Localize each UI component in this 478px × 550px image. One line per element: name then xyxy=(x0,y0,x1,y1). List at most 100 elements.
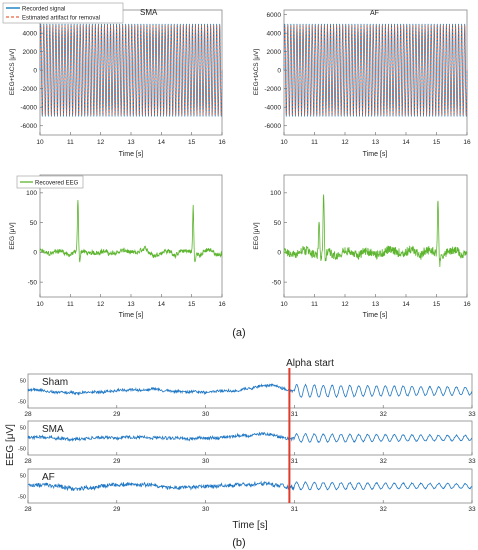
plot-frame xyxy=(283,174,468,298)
x-tick-label: 16 xyxy=(463,301,471,308)
x-tick-label: 16 xyxy=(218,139,226,146)
x-tick-label: 15 xyxy=(433,301,441,308)
y-tick-label: 50 xyxy=(20,473,26,479)
legend-box: Recorded signal Estimated artifact for r… xyxy=(2,2,124,24)
y-tick-label: 50 xyxy=(30,220,38,227)
y-tick-label: -2000 xyxy=(20,86,37,93)
x-tick-label: 29 xyxy=(113,411,121,418)
x-tick-label: 33 xyxy=(468,506,476,513)
series-recovered-eeg xyxy=(39,200,223,263)
y-tick-label: 0 xyxy=(33,250,37,257)
x-tick-label: 14 xyxy=(402,139,410,146)
x-tick-label: 13 xyxy=(127,301,135,308)
y-tick-label: -6000 xyxy=(264,123,281,130)
x-tick-label: 13 xyxy=(372,139,380,146)
x-tick-label: 15 xyxy=(188,139,196,146)
x-tick-label: 14 xyxy=(158,301,166,308)
x-tick-label: 12 xyxy=(97,139,105,146)
x-tick-label: 13 xyxy=(372,301,380,308)
y-tick-label: -50 xyxy=(272,279,282,286)
x-tick-label: 29 xyxy=(113,458,121,465)
y-tick-label: 50 xyxy=(274,220,282,227)
y-tick-label: 4000 xyxy=(267,30,282,37)
y-tick-label: 0 xyxy=(33,67,37,74)
plot-af-recovered: EEG [μV] Time [s] 10 11 12 13 14 15 16 -50 0 50 10… xyxy=(253,174,471,319)
x-tick-label: 32 xyxy=(380,458,388,465)
x-tick-label: 10 xyxy=(280,301,288,308)
plot-sma-recovered: EEG [μV] Time [s] 10 11 12 13 14 15 16 -50 0 50 10… xyxy=(9,174,226,319)
x-tick-label: 10 xyxy=(280,139,288,146)
x-tick-label: 13 xyxy=(127,139,135,146)
x-axis-label: Time [s] xyxy=(232,520,267,531)
y-axis-label: EEG [μV] xyxy=(9,222,16,249)
x-tick-label: 10 xyxy=(36,139,44,146)
y-tick-label: -4000 xyxy=(20,104,37,111)
x-axis-label: Time [s] xyxy=(363,151,388,158)
series-estimated-artifact xyxy=(283,24,468,116)
y-tick-label: 4000 xyxy=(23,30,38,37)
plot-af-tacs: AF EEG+tACS [μV] Time [s] 10 11 12 13 14 15 16… xyxy=(253,9,471,158)
legend-label-recovered: Recovered EEG xyxy=(35,181,79,187)
trace-frame xyxy=(27,420,473,456)
y-axis-label: EEG+tACS [μV] xyxy=(253,49,260,95)
y-tick-label: 0 xyxy=(277,67,281,74)
y-tick-label: 0 xyxy=(277,250,281,257)
x-tick-label: 10 xyxy=(36,301,44,308)
x-tick-label: 32 xyxy=(380,411,388,418)
x-tick-label: 11 xyxy=(67,139,74,146)
trace-label-af: AF xyxy=(42,472,55,483)
y-tick-label: -4000 xyxy=(264,104,281,111)
x-tick-label: 12 xyxy=(97,301,105,308)
series-sham xyxy=(27,383,473,399)
y-axis-label: EEG+tACS [μV] xyxy=(9,49,16,95)
y-tick-label: 6000 xyxy=(267,12,282,19)
y-tick-label: -6000 xyxy=(20,123,37,130)
x-tick-label: 31 xyxy=(291,458,299,465)
plot-title-af: AF xyxy=(370,10,379,17)
y-axis-label: EEG [μV] xyxy=(5,424,16,466)
x-axis-label: Time [s] xyxy=(363,312,388,319)
alpha-start-label: Alpha start xyxy=(286,358,334,369)
y-axis-label: EEG [μV] xyxy=(253,222,260,249)
x-tick-label: 16 xyxy=(463,139,471,146)
panel-label-a: (a) xyxy=(232,327,245,339)
legend-label-recorded: Recorded signal xyxy=(22,7,65,13)
x-tick-label: 11 xyxy=(311,139,318,146)
x-tick-label: 12 xyxy=(341,301,349,308)
series-estimated-artifact xyxy=(39,24,223,116)
plot-sma-tacs: SMA EEG+tACS [μV] Time [s] 10 11 12 13 14 15 1… xyxy=(2,2,226,158)
plot-frame xyxy=(39,174,223,298)
legend-box: Recovered EEG xyxy=(16,175,84,189)
panel-label-b: (b) xyxy=(232,537,245,549)
x-tick-label: 30 xyxy=(202,458,210,465)
x-tick-label: 31 xyxy=(291,411,299,418)
x-tick-label: 11 xyxy=(67,301,74,308)
x-tick-label: 11 xyxy=(311,301,318,308)
x-tick-label: 28 xyxy=(24,411,32,418)
y-tick-label: -50 xyxy=(18,400,26,406)
trace-label-sham: Sham xyxy=(42,377,68,388)
x-tick-label: 15 xyxy=(433,139,441,146)
legend-label-artifact: Estimated artifact for removal xyxy=(22,16,100,22)
x-tick-label: 14 xyxy=(402,301,410,308)
trace-label-sma: SMA xyxy=(42,424,64,435)
y-tick-label: 100 xyxy=(270,190,281,197)
y-tick-label: 50 xyxy=(20,378,26,384)
x-tick-label: 28 xyxy=(24,458,32,465)
series-sma xyxy=(27,431,473,444)
y-tick-label: -2000 xyxy=(264,86,281,93)
x-tick-label: 29 xyxy=(113,506,121,513)
y-tick-label: -50 xyxy=(18,447,26,453)
y-tick-label: 2000 xyxy=(267,49,282,56)
x-tick-label: 14 xyxy=(158,139,166,146)
y-tick-label: -50 xyxy=(18,495,26,501)
x-tick-label: 12 xyxy=(341,139,349,146)
plot-title-sma: SMA xyxy=(140,8,158,17)
x-tick-label: 15 xyxy=(188,301,196,308)
x-axis-label: Time [s] xyxy=(119,151,144,158)
x-tick-label: 28 xyxy=(24,506,32,513)
series-recovered-eeg xyxy=(283,194,468,268)
x-tick-label: 16 xyxy=(218,301,226,308)
x-tick-label: 30 xyxy=(202,411,210,418)
